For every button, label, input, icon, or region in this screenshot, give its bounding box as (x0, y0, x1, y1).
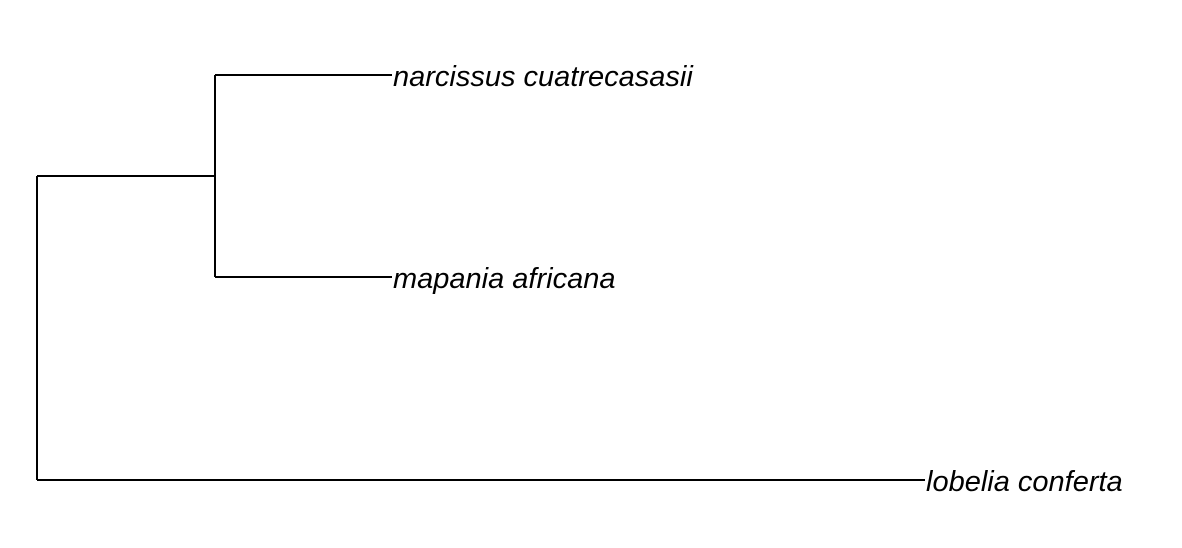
tip-label-narcissus-cuatrecasasii: narcissus cuatrecasasii (393, 61, 694, 93)
tip-label-mapania-africana: mapania africana (393, 263, 615, 295)
tip-label-lobelia-conferta: lobelia conferta (926, 466, 1123, 498)
